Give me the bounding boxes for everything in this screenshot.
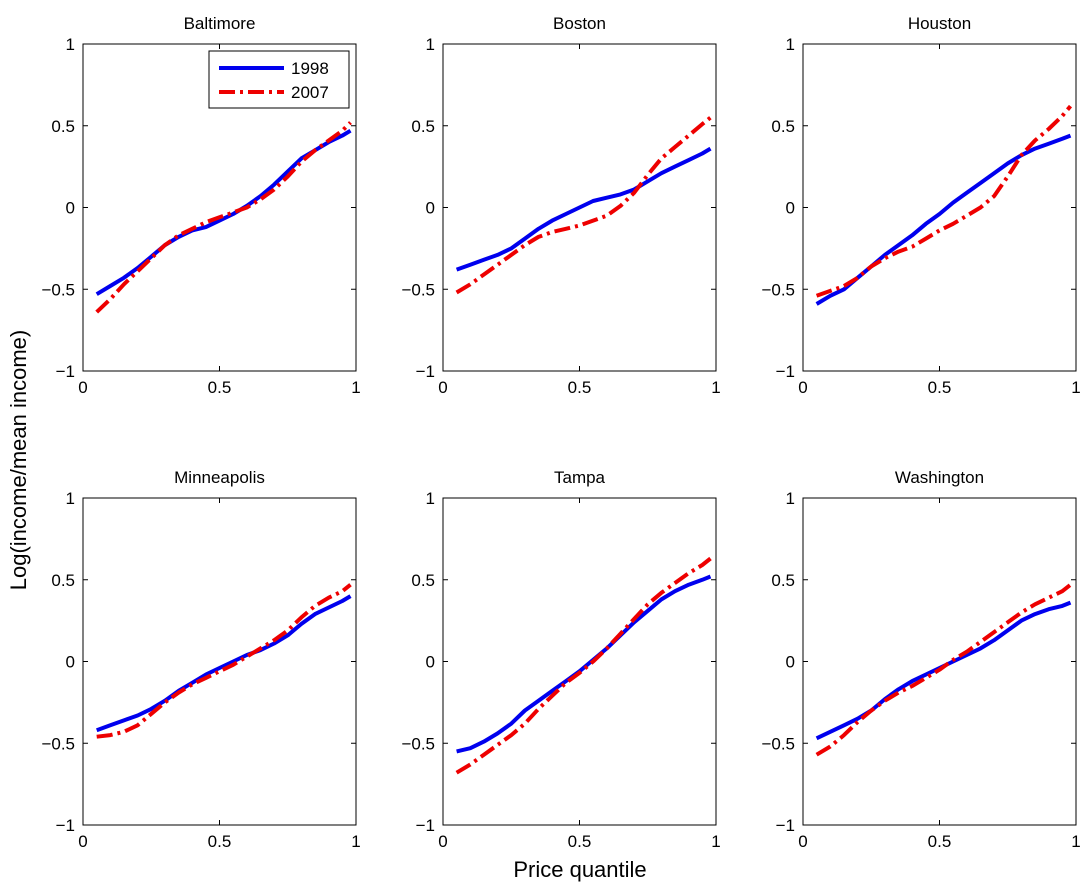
y-tick-label: 1	[426, 35, 435, 54]
legend-box	[208, 50, 350, 109]
y-axis-label: Log(income/mean income)	[6, 330, 31, 590]
y-tick-label: 0.5	[411, 117, 435, 136]
series-line-2007	[96, 583, 352, 739]
legend-label-2007: 2007	[291, 83, 329, 102]
series-line-2007	[815, 583, 1072, 757]
y-tick-label: 1	[66, 489, 75, 508]
y-tick-label: −0.5	[401, 734, 435, 753]
legend: 1998 2007	[208, 50, 350, 109]
axes-box	[802, 43, 1077, 372]
x-tick-label: 0.5	[568, 832, 592, 851]
panel-title: Minneapolis	[174, 468, 265, 487]
y-tick-label: 1	[66, 35, 75, 54]
y-tick-label: 1	[786, 489, 795, 508]
panel-houston: 0 0.5 1 −1 −0.5 0 0.5 1 Houston	[761, 14, 1080, 397]
y-tick-label: 0.5	[411, 571, 435, 590]
y-tick-label: −1	[56, 816, 75, 835]
series-line-1998	[455, 146, 712, 272]
x-tick-label: 0.5	[568, 378, 592, 397]
series-line-2007	[455, 556, 712, 775]
y-tick-label: −0.5	[761, 280, 795, 299]
x-tick-label: 1	[1071, 378, 1080, 397]
y-tick-label: −1	[776, 362, 795, 381]
x-tick-label: 0	[798, 832, 807, 851]
y-tick-label: 0.5	[51, 117, 75, 136]
series-line-1998	[815, 133, 1072, 306]
x-tick-label: 1	[351, 832, 360, 851]
y-tick-label: −1	[776, 816, 795, 835]
x-tick-label: 0	[78, 378, 87, 397]
series-line-1998	[96, 594, 352, 733]
axes-box	[82, 497, 357, 826]
x-tick-label: 0.5	[208, 378, 232, 397]
series-line-2007	[95, 121, 352, 314]
panel-title: Houston	[908, 14, 971, 33]
y-tick-label: −0.5	[401, 280, 435, 299]
x-tick-label: 1	[711, 832, 720, 851]
y-tick-label: −1	[416, 816, 435, 835]
panel-minneapolis: 0 0.5 1 −1 −0.5 0 0.5 1 Minneapolis	[41, 468, 360, 851]
panel-title: Baltimore	[184, 14, 256, 33]
y-tick-label: 0	[426, 653, 435, 672]
y-tick-label: −1	[416, 362, 435, 381]
x-axis-label: Price quantile	[513, 857, 646, 882]
x-tick-label: 0	[78, 832, 87, 851]
panel-title: Washington	[895, 468, 984, 487]
panel-tampa: 0 0.5 1 −1 −0.5 0 0.5 1 Tampa	[401, 468, 720, 851]
series-line-2007	[455, 116, 712, 295]
x-tick-label: 0	[438, 378, 447, 397]
y-tick-label: −0.5	[41, 734, 75, 753]
y-tick-label: 0	[66, 199, 75, 218]
panel-title: Boston	[553, 14, 606, 33]
y-tick-label: 1	[786, 35, 795, 54]
x-tick-label: 0.5	[928, 378, 952, 397]
axes-box	[442, 497, 717, 826]
axes-box	[802, 497, 1077, 826]
y-tick-label: 0.5	[51, 571, 75, 590]
y-tick-label: −0.5	[761, 734, 795, 753]
y-tick-label: 0	[66, 653, 75, 672]
y-tick-label: −0.5	[41, 280, 75, 299]
y-tick-label: 0.5	[771, 571, 795, 590]
y-tick-label: 0	[426, 199, 435, 218]
x-tick-label: 0.5	[928, 832, 952, 851]
series-line-2007	[815, 104, 1073, 298]
x-tick-label: 0	[438, 832, 447, 851]
panel-title: Tampa	[554, 468, 606, 487]
panel-boston: 0 0.5 1 −1 −0.5 0 0.5 1 Boston	[401, 14, 720, 397]
x-tick-label: 0.5	[208, 832, 232, 851]
y-tick-label: 0	[786, 199, 795, 218]
y-tick-label: −1	[56, 362, 75, 381]
y-tick-label: 1	[426, 489, 435, 508]
x-tick-label: 1	[711, 378, 720, 397]
x-tick-label: 1	[351, 378, 360, 397]
panel-washington: 0 0.5 1 −1 −0.5 0 0.5 1 Washington	[761, 468, 1080, 851]
y-tick-label: 0	[786, 653, 795, 672]
x-tick-label: 0	[798, 378, 807, 397]
legend-label-1998: 1998	[291, 59, 329, 78]
y-tick-label: 0.5	[771, 117, 795, 136]
x-tick-label: 1	[1071, 832, 1080, 851]
